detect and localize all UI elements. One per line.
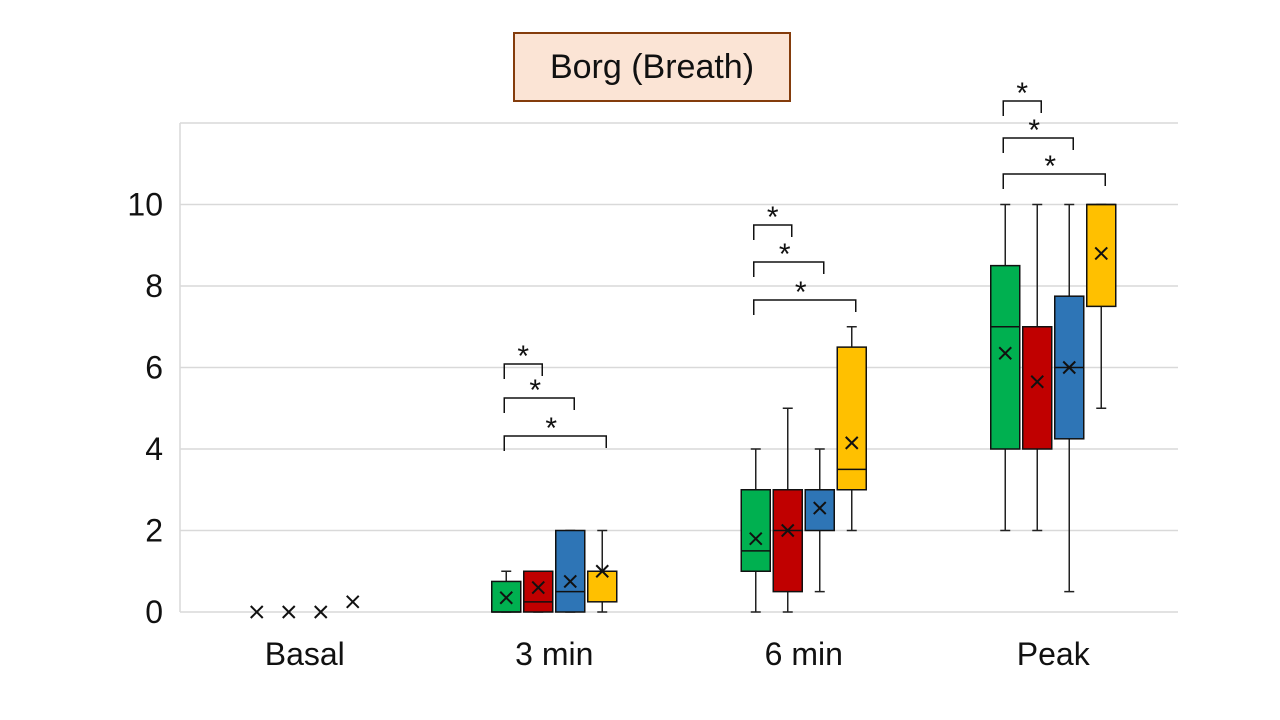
significance-star: *	[795, 276, 807, 309]
significance-bracket	[753, 261, 825, 277]
mean-marker	[346, 595, 360, 609]
box-iqr	[740, 489, 771, 572]
mean-marker	[1094, 246, 1108, 261]
box-iqr	[1086, 203, 1117, 308]
significance-bracket	[1002, 137, 1074, 153]
significance-star: *	[1028, 114, 1040, 147]
box-iqr	[555, 529, 586, 613]
box-iqr	[587, 570, 618, 603]
significance-bracket	[503, 397, 575, 413]
chart-title: Borg (Breath)	[513, 32, 791, 102]
significance-star: *	[517, 340, 529, 373]
box-iqr	[990, 264, 1021, 450]
y-tick-label: 8	[145, 268, 163, 304]
significance-bracket	[753, 224, 793, 240]
y-tick-label: 2	[145, 513, 163, 549]
x-category-label: 6 min	[765, 636, 843, 672]
x-category-label: Basal	[265, 636, 345, 672]
mean-marker	[813, 501, 827, 515]
significance-star: *	[529, 374, 541, 407]
mean-marker	[845, 436, 859, 450]
y-tick-label: 4	[145, 431, 163, 467]
significance-bracket	[503, 435, 607, 451]
mean-marker	[563, 574, 577, 589]
significance-star: *	[1044, 150, 1056, 183]
mean-marker	[499, 591, 513, 605]
mean-marker	[781, 523, 795, 538]
x-category-label: 3 min	[515, 636, 593, 672]
significance-bracket	[1002, 100, 1042, 116]
significance-bracket	[1002, 173, 1106, 189]
box-iqr	[772, 489, 803, 593]
mean-marker	[1030, 375, 1044, 389]
significance-star: *	[779, 238, 791, 271]
mean-marker	[250, 605, 264, 619]
box-iqr	[1022, 326, 1053, 450]
y-tick-label: 0	[145, 594, 163, 630]
mean-marker	[595, 564, 609, 578]
mean-marker	[531, 580, 545, 595]
mean-marker	[998, 346, 1012, 360]
significance-star: *	[1016, 77, 1028, 110]
significance-star: *	[545, 412, 557, 445]
mean-marker	[1062, 360, 1076, 375]
mean-marker	[314, 605, 328, 619]
y-tick-label: 10	[127, 187, 163, 223]
mean-marker	[749, 531, 763, 546]
significance-bracket	[753, 299, 857, 315]
box-iqr	[523, 570, 554, 613]
box-iqr	[836, 346, 867, 491]
box-iqr	[804, 489, 835, 532]
significance-bracket	[503, 363, 543, 379]
significance-star: *	[767, 201, 779, 234]
x-category-label: Peak	[1017, 636, 1091, 672]
y-tick-label: 6	[145, 350, 163, 386]
mean-marker	[282, 605, 296, 619]
